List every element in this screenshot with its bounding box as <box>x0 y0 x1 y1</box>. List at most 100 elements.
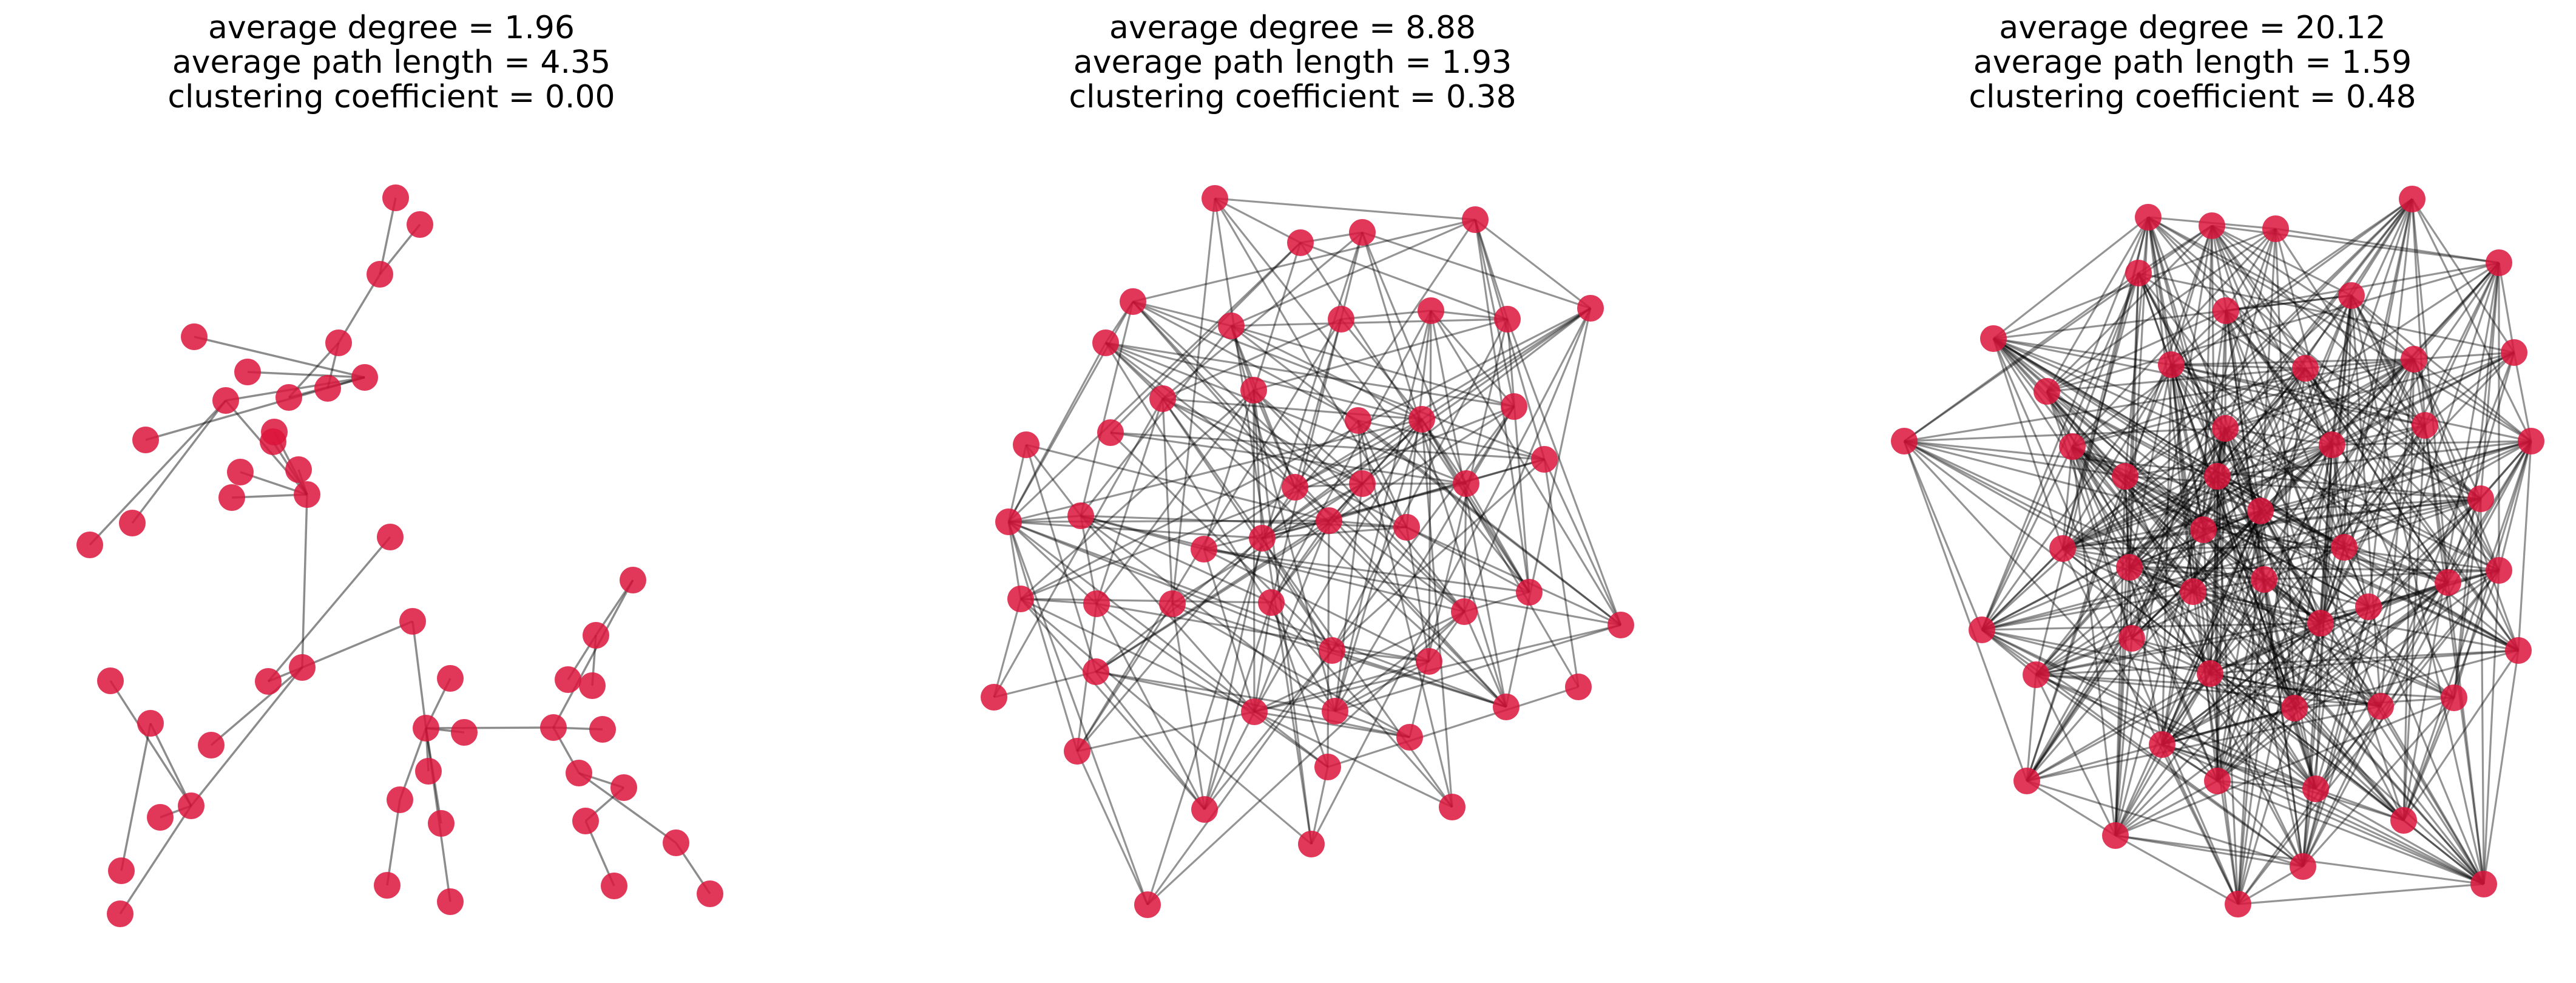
network-edge <box>2035 367 2307 676</box>
network-edge <box>2124 364 2172 477</box>
network-edge <box>2147 217 2219 477</box>
network-node <box>2158 351 2185 378</box>
network-edge <box>2114 622 2322 837</box>
network-node <box>234 359 261 385</box>
network-edge <box>2237 368 2307 905</box>
network-edge <box>2304 368 2449 583</box>
network-edge <box>2161 510 2262 745</box>
network-edge <box>2343 295 2353 548</box>
network-edge <box>2263 569 2500 581</box>
network-edge <box>1096 603 1430 663</box>
network-edge <box>2302 547 2345 867</box>
network-edge <box>302 620 413 669</box>
title-average-path-length: average path length = 1.59 <box>1973 44 2412 81</box>
network-edge <box>1203 602 1273 810</box>
network-node <box>1980 325 2007 352</box>
network-node <box>2204 768 2231 794</box>
network-node <box>1097 419 1124 446</box>
network-edge <box>2216 780 2304 868</box>
network-edge <box>1334 483 1364 712</box>
network-edge <box>1334 660 1430 712</box>
network-edge <box>2331 295 2353 445</box>
network-edge <box>2350 295 2382 707</box>
network-node <box>1013 431 1040 458</box>
network-edge <box>1080 515 1272 604</box>
network-edge <box>1362 307 1591 485</box>
network-edge <box>1262 482 1363 539</box>
network-edge <box>2071 272 2140 447</box>
network-edge <box>1132 300 1232 327</box>
network-edge <box>2402 262 2500 821</box>
network-node <box>1092 329 1119 356</box>
network-edge <box>1506 319 1530 593</box>
network-edge <box>2147 217 2194 592</box>
network-edge <box>1253 520 1330 712</box>
network-edge <box>2138 272 2481 500</box>
network-edge <box>1025 444 1097 672</box>
network-edge <box>2124 198 2413 478</box>
network-edge <box>2115 834 2239 905</box>
network-edge <box>301 494 308 668</box>
network-node <box>2059 433 2086 460</box>
title-clustering-coefficient: clustering coefficient = 0.00 <box>167 79 615 115</box>
network-edge <box>1132 300 1507 708</box>
network-edge <box>2046 217 2149 392</box>
network-edge <box>1026 444 1330 522</box>
network-edge <box>2128 567 2219 782</box>
network-edge <box>2209 310 2227 674</box>
network-edge <box>2302 262 2500 867</box>
network-edge <box>2209 351 2515 675</box>
network-node <box>1316 507 1342 534</box>
network-edge <box>1993 337 2500 572</box>
network-edge <box>1008 521 1263 539</box>
network-edge <box>1008 521 1328 768</box>
network-node <box>1577 295 1604 322</box>
network-edge <box>1904 440 2455 699</box>
network-edge <box>2320 581 2449 624</box>
network-edge <box>1993 337 2172 366</box>
network-edge <box>1214 197 1476 221</box>
network-edge <box>2026 510 2262 782</box>
network-edge <box>1254 660 1430 713</box>
network-edge <box>1463 308 1592 612</box>
title-clustering-coefficient: clustering coefficient = 0.48 <box>1969 79 2416 115</box>
network-node <box>1067 502 1094 529</box>
network-node <box>137 710 164 737</box>
network-edge <box>1903 441 2028 782</box>
network-edge <box>2170 364 2205 530</box>
network-edge <box>2114 567 2131 836</box>
network-node <box>1439 794 1465 820</box>
network-node <box>2180 578 2206 605</box>
network-edge <box>2061 446 2074 549</box>
network-edge <box>1310 308 1592 845</box>
network-edge <box>2170 363 2520 652</box>
network-edge <box>2061 548 2239 905</box>
network-node <box>1516 579 1543 606</box>
network-node <box>289 654 316 681</box>
network-node <box>1298 831 1325 857</box>
network-edge <box>2062 444 2333 550</box>
network-edge <box>1231 218 1476 327</box>
network-node <box>407 211 433 238</box>
network-edge <box>1230 325 1296 488</box>
network-edge <box>2125 475 2519 652</box>
network-edge <box>2237 444 2333 905</box>
network-edge <box>2402 697 2455 821</box>
network-edge <box>1253 390 1263 539</box>
network-node <box>2135 204 2162 231</box>
network-edge <box>2367 498 2482 608</box>
network-edge <box>386 799 401 886</box>
network-edge <box>1981 446 2074 630</box>
network-node <box>1418 297 1444 324</box>
network-node <box>2302 775 2329 802</box>
network-edge <box>2035 637 2132 676</box>
network-edge <box>2331 440 2532 446</box>
network-edge <box>2161 198 2413 745</box>
network-node <box>367 261 393 288</box>
network-edge <box>2263 579 2317 789</box>
network-edge <box>2046 390 2405 822</box>
network-node <box>2307 610 2334 637</box>
network-node <box>2116 554 2143 581</box>
network-edge <box>1203 548 1621 626</box>
network-edge <box>2209 672 2381 708</box>
